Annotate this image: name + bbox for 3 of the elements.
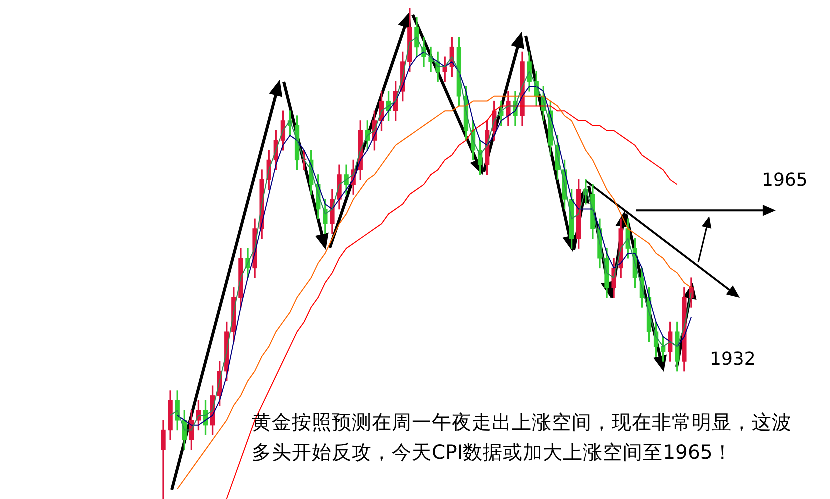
text: 1965: [762, 169, 809, 193]
candlestick: [161, 420, 166, 499]
text: 1932: [710, 348, 757, 372]
